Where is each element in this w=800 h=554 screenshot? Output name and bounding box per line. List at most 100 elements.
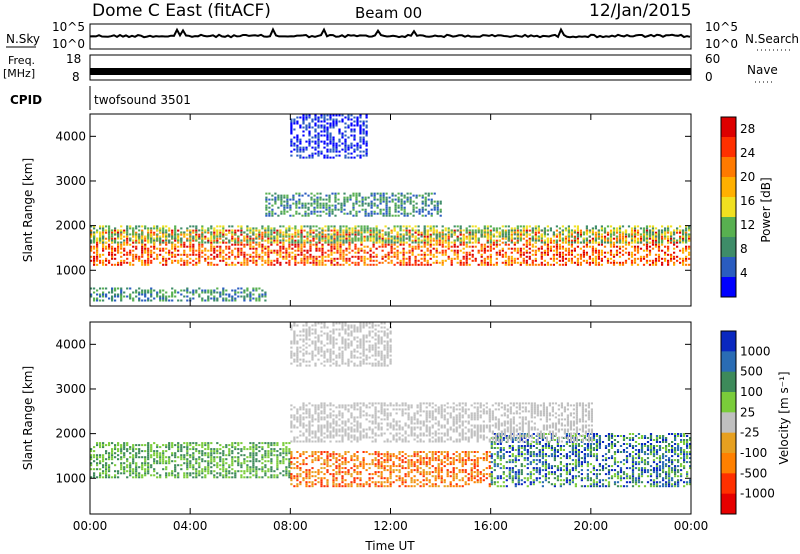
power-cell [264, 295, 267, 298]
power-cell [355, 194, 358, 197]
power-cell [480, 231, 483, 234]
power-cell [240, 261, 243, 264]
power-cell [111, 287, 114, 290]
power-cell [411, 235, 414, 238]
power-cell [174, 239, 177, 242]
power-cell [409, 196, 412, 199]
power-cell [486, 229, 489, 232]
power-cell [264, 233, 267, 236]
power-cell [406, 196, 409, 199]
power-cell [308, 142, 311, 145]
velocity-cell [270, 452, 273, 455]
power-cell [359, 154, 362, 157]
power-cell [117, 293, 120, 296]
power-cell [540, 233, 543, 236]
power-cell [379, 210, 382, 213]
power-cell [354, 247, 357, 250]
power-cell [326, 148, 329, 151]
velocity-cell [222, 450, 225, 453]
velocity-cell [237, 448, 240, 451]
power-cell [283, 212, 286, 215]
power-cell [339, 233, 342, 236]
power-cell [210, 245, 213, 248]
power-cell [453, 229, 456, 232]
power-cell [667, 229, 670, 232]
power-cell [204, 241, 207, 244]
velocity-cell [198, 464, 201, 467]
power-cell [363, 257, 366, 260]
power-cell [645, 241, 649, 244]
power-cell [555, 239, 558, 242]
power-cell [414, 247, 417, 250]
power-cell [636, 245, 640, 248]
power-cell [324, 241, 327, 244]
velocity-cell [213, 460, 216, 463]
power-cell [366, 263, 369, 266]
power-cell [609, 237, 613, 240]
power-cell [537, 247, 540, 250]
power-cell [369, 235, 372, 238]
power-cell [418, 210, 421, 213]
power-cell [336, 243, 339, 246]
power-cell [381, 229, 384, 232]
power-cell [246, 295, 249, 298]
power-cell [357, 237, 360, 240]
velocity-cell [299, 481, 302, 484]
power-cell [198, 259, 201, 262]
velocity-cell [102, 456, 105, 459]
power-cell [453, 251, 456, 254]
power-cell [424, 202, 427, 205]
power-cell [351, 255, 354, 258]
velocity-cell [195, 462, 198, 465]
power-cell [141, 225, 144, 228]
power-cell [318, 231, 321, 234]
power-cell [310, 212, 313, 215]
power-cell [624, 241, 628, 244]
velocity-cell [299, 475, 302, 478]
power-cell [471, 233, 474, 236]
power-cell [174, 235, 177, 238]
power-cell [489, 255, 492, 258]
power-cell [255, 233, 258, 236]
velocity-cell [240, 464, 243, 467]
velocity-cell [276, 458, 279, 461]
power-cell [270, 239, 273, 242]
power-cell [150, 261, 153, 264]
power-cell [355, 192, 358, 195]
power-cell [255, 253, 258, 256]
power-cell [93, 233, 96, 236]
velocity-cell [132, 450, 135, 453]
velocity-cell [120, 444, 123, 447]
power-cell [225, 245, 228, 248]
power-cell [321, 229, 324, 232]
power-cell [102, 241, 105, 244]
velocity-cell [311, 461, 314, 464]
power-cell [397, 196, 400, 199]
power-cell [305, 118, 308, 121]
power-cell [424, 192, 427, 195]
power-cell [159, 241, 162, 244]
power-cell [642, 239, 646, 242]
power-cell [597, 229, 600, 232]
velocity-cell [261, 442, 264, 445]
power-cell [362, 122, 365, 125]
power-cell [341, 136, 344, 139]
power-cell [93, 299, 96, 302]
power-cell [421, 206, 424, 209]
power-cell [315, 237, 318, 240]
velocity-cell [270, 462, 273, 465]
power-cell [339, 263, 342, 266]
power-cell [390, 237, 393, 240]
power-cell [276, 261, 279, 264]
velocity-cell [204, 452, 207, 455]
power-cell [123, 241, 126, 244]
power-cell [258, 241, 261, 244]
power-cell [129, 253, 132, 256]
power-cell [141, 253, 144, 256]
velocity-cell [317, 469, 320, 472]
velocity-cell [108, 454, 111, 457]
power-cell [543, 227, 546, 230]
power-cell [333, 263, 336, 266]
power-cell [322, 204, 325, 207]
power-cell [519, 247, 522, 250]
